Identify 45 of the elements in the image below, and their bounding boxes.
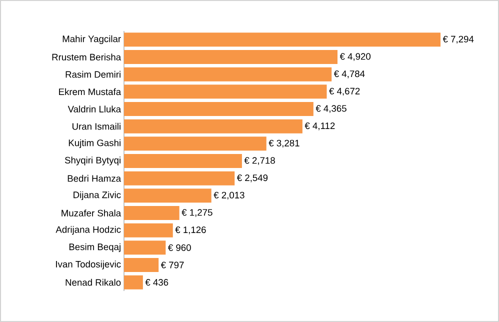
y-tick-label: Muzafer Shala <box>62 210 122 216</box>
y-tick-label: Bedri Hamza <box>68 174 122 182</box>
bar <box>124 188 212 203</box>
data-label: € 1,275 <box>182 209 212 217</box>
data-label: € 4,112 <box>304 122 335 130</box>
data-label: € 1,126 <box>175 226 206 234</box>
data-label: € 2,013 <box>214 192 244 200</box>
y-tick-label: Rasim Demiri <box>66 70 120 78</box>
data-label: € 797 <box>160 262 184 268</box>
bar <box>124 206 180 220</box>
bar <box>124 154 242 168</box>
y-tick-label: Adrijana Hodzic <box>56 226 121 235</box>
bar <box>124 84 327 99</box>
data-label: € 2,718 <box>244 157 275 165</box>
y-tick-label: Dijana Zivic <box>74 191 121 200</box>
y-tick-label: Ekrem Mustafa <box>59 88 122 96</box>
data-label: € 3,281 <box>268 140 300 148</box>
y-tick-label: Nenad Rikalo <box>66 278 121 286</box>
data-label: € 4,784 <box>334 70 365 78</box>
y-tick-label: Mahir Yagcilar <box>62 35 121 44</box>
y-tick-label: Ivan Todosijevic <box>56 260 121 270</box>
bar <box>124 258 159 272</box>
data-label: € 4,920 <box>340 53 371 61</box>
y-tick-label: Rrustem Berisha <box>52 54 122 60</box>
data-label: € 436 <box>145 279 168 286</box>
y-tick-label: Shyqiri Bytyqi <box>64 156 120 166</box>
bar <box>124 223 173 238</box>
bar <box>124 119 302 134</box>
bar <box>124 32 441 47</box>
bar <box>124 171 235 186</box>
y-tick-label: Uran Ismaili <box>72 122 120 130</box>
bar <box>124 275 143 290</box>
bar <box>124 102 314 116</box>
data-label: € 960 <box>168 244 191 251</box>
bar <box>124 136 266 151</box>
bar <box>124 50 338 64</box>
data-label: € 4,672 <box>329 88 360 96</box>
y-tick-label: Besim Beqaj <box>69 243 120 252</box>
data-label: € 7,294 <box>442 36 474 44</box>
y-tick-label: Valdrin Lluka <box>68 106 122 112</box>
y-tick-label: Kujtim Gashi <box>68 139 120 148</box>
bar <box>124 67 332 82</box>
data-label: € 2,549 <box>236 174 268 182</box>
data-label: € 4,365 <box>316 105 346 113</box>
bar <box>124 240 166 255</box>
